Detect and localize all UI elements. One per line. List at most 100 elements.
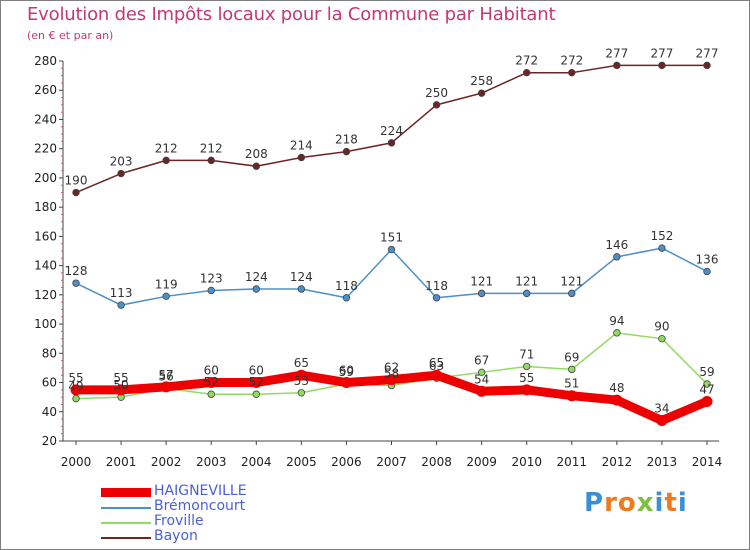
y-tick-label: 220 <box>34 142 57 156</box>
data-label: 94 <box>609 314 624 328</box>
data-label: 62 <box>384 361 399 375</box>
x-axis-ticks: 2000 2001 2002 2003 2004 2005 2006 2007 2008 2009… <box>61 441 723 469</box>
data-label: 55 <box>113 371 128 385</box>
legend-label: Brémoncourt <box>154 498 246 514</box>
data-label: 50 <box>113 378 128 392</box>
y-tick-label: 20 <box>42 434 57 448</box>
data-label: 48 <box>609 381 624 395</box>
data-label: 55 <box>519 371 534 385</box>
data-label: 152 <box>650 229 673 243</box>
data-point <box>658 244 666 252</box>
data-label: 65 <box>294 356 309 370</box>
data-label: 128 <box>65 264 88 278</box>
data-label: 250 <box>425 86 448 100</box>
data-point <box>477 368 486 377</box>
data-label: 60 <box>339 364 354 378</box>
data-label: 224 <box>380 124 403 138</box>
x-tick-label: 2013 <box>647 455 678 469</box>
data-label: 118 <box>425 279 448 293</box>
data-point <box>568 68 576 77</box>
data-label: 57 <box>159 368 174 382</box>
data-point <box>523 289 531 298</box>
data-point <box>566 390 578 402</box>
logo-letter: r <box>604 488 618 518</box>
data-point <box>658 61 666 70</box>
y-tick-label: 120 <box>34 288 57 302</box>
data-point <box>521 384 533 396</box>
data-label: 124 <box>290 270 313 284</box>
data-label: 214 <box>290 138 313 152</box>
data-point <box>207 390 215 398</box>
x-tick-label: 2011 <box>557 455 588 469</box>
x-tick-label: 2006 <box>331 455 362 469</box>
data-point <box>703 61 711 70</box>
data-label: 60 <box>249 364 264 378</box>
data-label: 208 <box>245 147 268 161</box>
data-label: 203 <box>110 155 133 169</box>
data-point <box>252 162 260 170</box>
data-point <box>297 389 306 397</box>
x-tick-label: 2000 <box>61 455 92 469</box>
data-point <box>432 101 441 109</box>
data-label: 65 <box>429 356 444 370</box>
data-label: 277 <box>650 46 673 60</box>
data-label: 90 <box>654 320 669 334</box>
data-point <box>703 380 711 388</box>
data-label: 59 <box>699 365 714 379</box>
data-point <box>613 329 621 337</box>
data-label: 52 <box>204 375 219 389</box>
data-point <box>431 369 443 381</box>
x-tick-label: 2003 <box>196 455 227 469</box>
legend-swatch <box>101 537 151 539</box>
data-point <box>205 377 217 389</box>
data-point <box>658 334 666 343</box>
data-point <box>386 374 397 386</box>
y-tick-label: 80 <box>42 346 57 360</box>
y-tick-label: 160 <box>34 229 57 243</box>
y-tick-label: 280 <box>34 54 57 68</box>
logo-letter: t <box>664 488 678 518</box>
data-label: 258 <box>470 74 493 88</box>
legend-swatch <box>101 522 151 524</box>
data-point <box>477 89 486 97</box>
data-label: 121 <box>470 274 493 288</box>
data-label: 190 <box>65 174 88 188</box>
data-point <box>568 365 576 374</box>
data-point <box>340 377 352 389</box>
data-label: 69 <box>564 350 579 364</box>
chart-subtitle: (en € et par an) <box>27 29 114 42</box>
data-label: 218 <box>335 133 358 147</box>
x-tick-label: 2010 <box>511 455 542 469</box>
data-label: 47 <box>699 383 714 397</box>
legend-swatch <box>101 507 151 509</box>
data-point <box>656 415 668 427</box>
x-tick-label: 2009 <box>466 455 497 469</box>
data-label: 54 <box>474 372 489 386</box>
data-point <box>568 289 576 298</box>
data-point <box>611 394 623 406</box>
data-point <box>207 286 215 295</box>
data-label: 121 <box>560 274 583 288</box>
data-point <box>72 279 80 287</box>
data-point <box>703 267 711 276</box>
series-lines <box>70 61 713 427</box>
data-label: 277 <box>696 46 719 60</box>
y-tick-label: 180 <box>34 200 57 214</box>
data-label: 52 <box>249 375 264 389</box>
x-tick-label: 2014 <box>692 455 723 469</box>
legend-swatch <box>101 488 151 497</box>
data-point <box>701 396 713 408</box>
data-point <box>70 384 82 396</box>
x-tick-label: 2004 <box>241 455 272 469</box>
data-label: 121 <box>515 274 538 288</box>
data-labels: 190 203 212 212 208 214 218 224 250 258 272 272 277 2… <box>65 46 719 415</box>
data-label: 113 <box>110 286 133 300</box>
data-point <box>295 369 307 381</box>
data-label: 34 <box>654 402 669 416</box>
data-label: 59 <box>339 365 354 379</box>
data-point <box>523 68 531 77</box>
data-label: 53 <box>294 374 309 388</box>
data-point <box>72 188 80 197</box>
data-label: 124 <box>245 270 268 284</box>
